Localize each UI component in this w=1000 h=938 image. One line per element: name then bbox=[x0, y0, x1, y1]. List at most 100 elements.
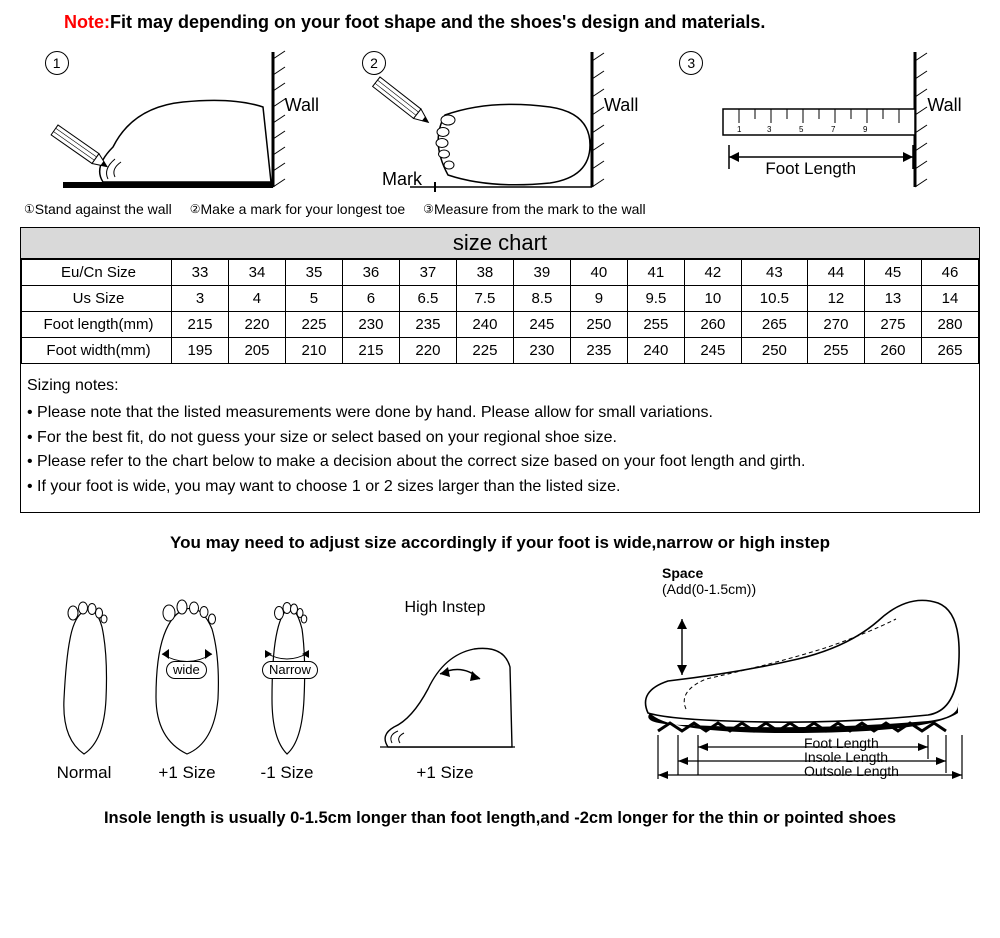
size-cell: 9.5 bbox=[627, 286, 684, 312]
size-cell: 225 bbox=[285, 312, 342, 338]
size-cell: 240 bbox=[456, 312, 513, 338]
adjust-heading: You may need to adjust size accordingly … bbox=[14, 533, 986, 553]
size-cell: 41 bbox=[627, 260, 684, 286]
size-cell: 4 bbox=[228, 286, 285, 312]
size-cell: 10 bbox=[684, 286, 741, 312]
size-cell: 275 bbox=[864, 312, 921, 338]
foot-normal-icon bbox=[44, 599, 124, 759]
size-cell: 40 bbox=[570, 260, 627, 286]
foot-high-instep: High Instep +1 Size bbox=[370, 599, 520, 783]
step-1: 1 Wal bbox=[33, 47, 333, 197]
size-cell: 13 bbox=[864, 286, 921, 312]
size-cell: 235 bbox=[570, 338, 627, 364]
size-cell: 255 bbox=[627, 312, 684, 338]
size-cell: 39 bbox=[513, 260, 570, 286]
sizing-note-item: • If your foot is wide, you may want to … bbox=[27, 475, 973, 500]
table-row: Eu/Cn Size3334353637383940414243444546 bbox=[22, 260, 979, 286]
step-1-wall-label: Wall bbox=[285, 95, 319, 116]
sizing-note-item: • Please note that the listed measuremen… bbox=[27, 401, 973, 426]
size-cell: 46 bbox=[921, 260, 978, 286]
size-cell: 7.5 bbox=[456, 286, 513, 312]
caption-3: ③Measure from the mark to the wall bbox=[423, 201, 645, 217]
size-cell: 44 bbox=[807, 260, 864, 286]
size-cell: 6 bbox=[342, 286, 399, 312]
size-cell: 240 bbox=[627, 338, 684, 364]
size-cell: 6.5 bbox=[399, 286, 456, 312]
insole-note: Insole length is usually 0-1.5cm longer … bbox=[14, 809, 986, 828]
foot-wide-label: +1 Size bbox=[142, 763, 232, 783]
size-chart-title: size chart bbox=[21, 228, 979, 259]
svg-text:7: 7 bbox=[831, 125, 836, 134]
size-cell: 260 bbox=[864, 338, 921, 364]
size-cell: 5 bbox=[285, 286, 342, 312]
svg-text:5: 5 bbox=[799, 125, 804, 134]
size-cell: 38 bbox=[456, 260, 513, 286]
high-instep-label: +1 Size bbox=[370, 763, 520, 783]
size-cell: 250 bbox=[570, 312, 627, 338]
step-2-wall-label: Wall bbox=[604, 95, 638, 116]
svg-text:3: 3 bbox=[767, 125, 772, 134]
size-cell: 215 bbox=[172, 312, 229, 338]
shoe-space-label: Space bbox=[662, 565, 703, 581]
size-cell: 245 bbox=[513, 312, 570, 338]
size-cell: 37 bbox=[399, 260, 456, 286]
sizing-note-item: • For the best fit, do not guess your si… bbox=[27, 426, 973, 451]
size-cell: 245 bbox=[684, 338, 741, 364]
size-cell: 220 bbox=[399, 338, 456, 364]
table-row: Foot length(mm)2152202252302352402452502… bbox=[22, 312, 979, 338]
size-cell: 205 bbox=[228, 338, 285, 364]
row-label: Us Size bbox=[22, 286, 172, 312]
table-row: Us Size34566.57.58.599.51010.5121314 bbox=[22, 286, 979, 312]
size-cell: 280 bbox=[921, 312, 978, 338]
size-cell: 195 bbox=[172, 338, 229, 364]
size-cell: 34 bbox=[228, 260, 285, 286]
high-instep-icon bbox=[370, 619, 520, 754]
sizing-notes: Sizing notes: • Please note that the lis… bbox=[21, 364, 979, 512]
size-cell: 8.5 bbox=[513, 286, 570, 312]
shoe-space-sub: (Add(0-1.5cm)) bbox=[662, 581, 756, 597]
foot-wide-badge: wide bbox=[166, 661, 207, 679]
step-3: 3 1 3 5 7 9 bbox=[667, 47, 967, 197]
size-chart: size chart Eu/Cn Size3334353637383940414… bbox=[20, 227, 980, 513]
foot-wide: wide +1 Size bbox=[142, 599, 232, 783]
size-cell: 36 bbox=[342, 260, 399, 286]
step-3-wall-label: Wall bbox=[927, 95, 961, 116]
foot-width-diagrams: Normal wide +1 Size bbox=[44, 563, 968, 783]
sizing-notes-title: Sizing notes: bbox=[27, 374, 973, 399]
size-cell: 10.5 bbox=[741, 286, 807, 312]
size-cell: 3 bbox=[172, 286, 229, 312]
size-cell: 33 bbox=[172, 260, 229, 286]
step-2: 2 bbox=[350, 47, 650, 197]
size-cell: 210 bbox=[285, 338, 342, 364]
size-cell: 14 bbox=[921, 286, 978, 312]
foot-wide-icon bbox=[142, 599, 232, 759]
foot-normal-label: Normal bbox=[44, 763, 124, 783]
row-label: Foot width(mm) bbox=[22, 338, 172, 364]
step-1-diagram bbox=[33, 47, 333, 197]
size-cell: 35 bbox=[285, 260, 342, 286]
size-cell: 230 bbox=[342, 312, 399, 338]
foot-narrow: Narrow -1 Size bbox=[250, 599, 324, 783]
size-cell: 230 bbox=[513, 338, 570, 364]
note-line: Note:Fit may depending on your foot shap… bbox=[64, 12, 986, 33]
size-cell: 45 bbox=[864, 260, 921, 286]
size-cell: 265 bbox=[741, 312, 807, 338]
caption-1: ①Stand against the wall bbox=[24, 201, 172, 217]
size-cell: 42 bbox=[684, 260, 741, 286]
size-cell: 215 bbox=[342, 338, 399, 364]
size-cell: 265 bbox=[921, 338, 978, 364]
size-cell: 225 bbox=[456, 338, 513, 364]
size-cell: 9 bbox=[570, 286, 627, 312]
size-cell: 260 bbox=[684, 312, 741, 338]
step-3-footlength-label: Foot Length bbox=[765, 159, 856, 179]
table-row: Foot width(mm)19520521021522022523023524… bbox=[22, 338, 979, 364]
foot-narrow-badge: Narrow bbox=[262, 661, 318, 679]
step-captions: ①Stand against the wall ②Make a mark for… bbox=[24, 201, 986, 217]
size-cell: 220 bbox=[228, 312, 285, 338]
foot-narrow-label: -1 Size bbox=[250, 763, 324, 783]
row-label: Foot length(mm) bbox=[22, 312, 172, 338]
row-label: Eu/Cn Size bbox=[22, 260, 172, 286]
size-cell: 250 bbox=[741, 338, 807, 364]
size-cell: 12 bbox=[807, 286, 864, 312]
measurement-steps: 1 Wal bbox=[24, 47, 976, 197]
